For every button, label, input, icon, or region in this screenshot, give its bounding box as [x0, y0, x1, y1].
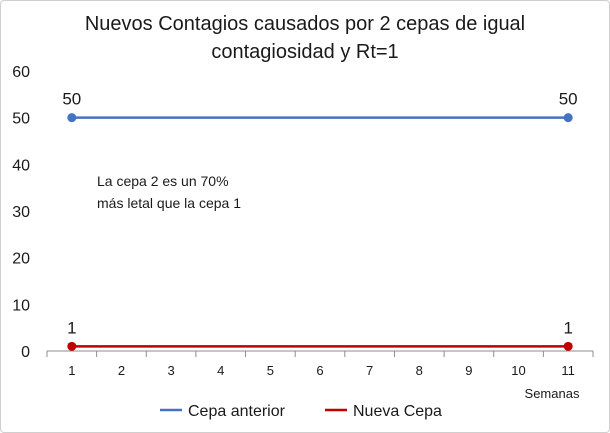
- x-axis-label: Semanas: [525, 386, 580, 401]
- annotation-line-2: más letal que la cepa 1: [97, 195, 241, 211]
- data-label: 1: [563, 318, 572, 337]
- x-tick-label: 3: [167, 363, 174, 378]
- chart-title-line-2: contagiosidad y Rt=1: [211, 41, 398, 63]
- y-tick-label: 10: [12, 297, 30, 314]
- chart-title-line-1: Nuevos Contagios causados por 2 cepas de…: [85, 13, 525, 35]
- x-tick-label: 2: [118, 363, 125, 378]
- x-tick-label: 1: [68, 363, 75, 378]
- legend-label: Cepa anterior: [188, 403, 286, 420]
- x-tick-label: 5: [267, 363, 274, 378]
- x-tick-label: 7: [366, 363, 373, 378]
- legend: Cepa anterior Nueva Cepa: [160, 403, 442, 420]
- data-labels: 50 50 1 1: [62, 90, 577, 338]
- y-tick-label: 20: [12, 251, 30, 268]
- series-2-point: [563, 341, 573, 351]
- x-axis: 1 2 3 4 5 6 7 8 9 10 11: [46, 350, 594, 378]
- data-label: 50: [559, 90, 578, 109]
- x-tick-label: 8: [416, 363, 423, 378]
- data-label: 1: [67, 318, 76, 337]
- x-tick-label: 9: [465, 363, 472, 378]
- y-tick-label: 40: [12, 157, 30, 174]
- series-layer: [67, 113, 573, 351]
- x-tick-label: 6: [316, 363, 323, 378]
- legend-label: Nueva Cepa: [353, 403, 442, 420]
- y-tick-label: 60: [12, 64, 30, 81]
- x-tick-label: 11: [561, 363, 575, 378]
- y-tick-label: 50: [12, 111, 30, 128]
- y-tick-label: 0: [21, 344, 30, 361]
- chart-title: Nuevos Contagios causados por 2 cepas de…: [85, 13, 525, 63]
- series-1-point: [563, 113, 573, 123]
- annotation-line-1: La cepa 2 es un 70%: [97, 173, 229, 189]
- y-axis: 0 10 20 30 40 50 60: [12, 64, 30, 361]
- y-tick-label: 30: [12, 204, 30, 221]
- series-1-point: [67, 113, 77, 123]
- data-label: 50: [62, 90, 81, 109]
- x-tick-label: 4: [217, 363, 224, 378]
- x-tick-label: 10: [511, 363, 525, 378]
- series-2-point: [67, 341, 77, 351]
- annotation: La cepa 2 es un 70% más letal que la cep…: [97, 173, 241, 211]
